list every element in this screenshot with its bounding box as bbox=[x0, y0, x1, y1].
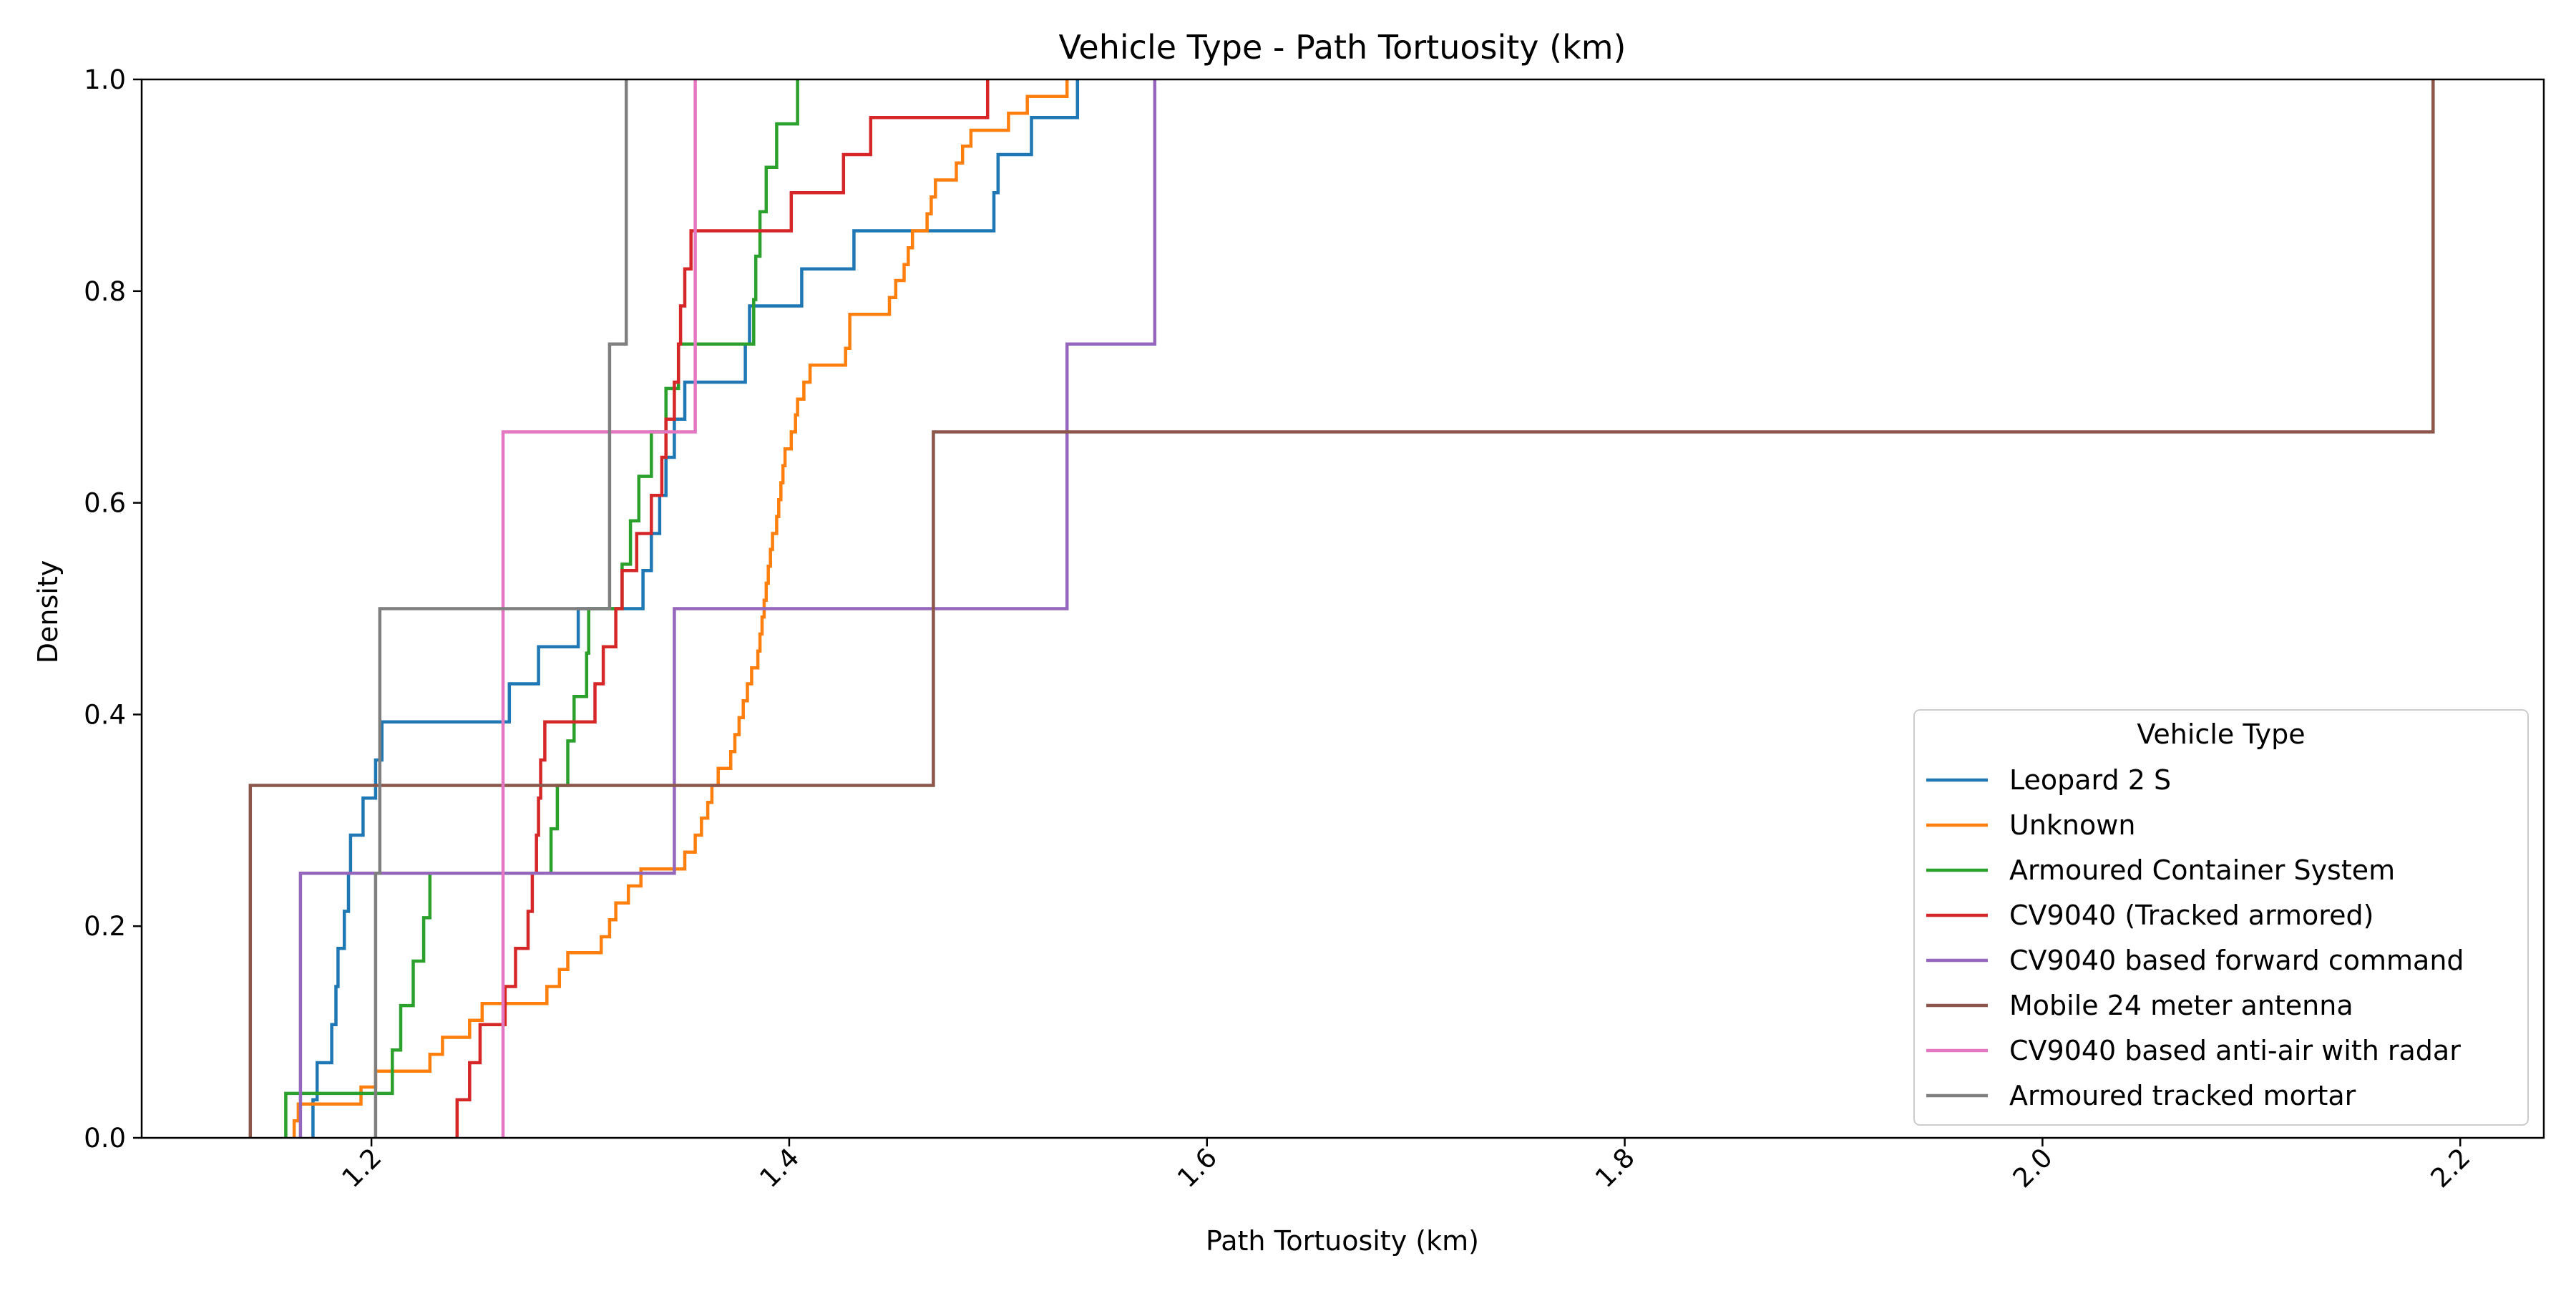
plot-frame bbox=[140, 78, 2545, 1139]
legend-label-unknown: Unknown bbox=[2009, 809, 2135, 841]
y-tick-label: 0.2 bbox=[84, 911, 126, 942]
series-line-cv9040-tracked-armored bbox=[455, 79, 990, 1138]
x-tick-label: 1.6 bbox=[1171, 1142, 1223, 1194]
legend-entries: Leopard 2 S Unknown Armoured Container Sys… bbox=[1926, 764, 2464, 1111]
x-tick-label: 1.8 bbox=[1589, 1142, 1641, 1194]
y-tick-label: 0.4 bbox=[84, 699, 126, 730]
x-tick-label: 1.2 bbox=[336, 1142, 387, 1194]
y-axis-label: Density bbox=[32, 560, 64, 663]
series-line-unknown bbox=[292, 79, 1069, 1138]
legend-label-mobile-24-meter-antenna: Mobile 24 meter antenna bbox=[2009, 990, 2353, 1021]
series-layer bbox=[248, 79, 2435, 1138]
y-tick-label: 0.6 bbox=[84, 488, 126, 519]
legend-label-cv9040-based-forward-command: CV9040 based forward command bbox=[2009, 945, 2464, 976]
legend-label-cv9040-tracked-armored: CV9040 (Tracked armored) bbox=[2009, 900, 2373, 931]
series-line-armoured-tracked-mortar bbox=[374, 79, 628, 1138]
series-line-cv9040-based-anti-air-with-radar bbox=[501, 79, 697, 1138]
legend-label-armoured-tracked-mortar: Armoured tracked mortar bbox=[2009, 1080, 2356, 1111]
x-tick-label: 2.0 bbox=[2007, 1142, 2059, 1194]
y-tick-label: 0.0 bbox=[84, 1123, 126, 1154]
series-line-mobile-24-meter-antenna bbox=[248, 79, 2435, 1138]
legend-label-armoured-container-system: Armoured Container System bbox=[2009, 854, 2395, 886]
y-tick-label: 0.8 bbox=[84, 276, 126, 307]
legend-box bbox=[1913, 709, 2529, 1126]
legend: Vehicle Type Leopard 2 S Unknown Armoured … bbox=[1913, 709, 2529, 1126]
legend-label-cv9040-based-anti-air-with-radar: CV9040 based anti-air with radar bbox=[2009, 1035, 2461, 1066]
series-line-cv9040-based-forward-command bbox=[298, 79, 1157, 1138]
legend-title: Vehicle Type bbox=[2137, 718, 2305, 750]
x-tick-label: 1.4 bbox=[753, 1142, 805, 1194]
chart-title: Vehicle Type - Path Tortuosity (km) bbox=[1059, 28, 1626, 67]
x-axis-label: Path Tortuosity (km) bbox=[1206, 1225, 1479, 1257]
y-tick-label: 1.0 bbox=[84, 64, 126, 95]
legend-label-leopard-2-s: Leopard 2 S bbox=[2009, 764, 2171, 796]
x-tick-label: 2.2 bbox=[2425, 1142, 2477, 1194]
